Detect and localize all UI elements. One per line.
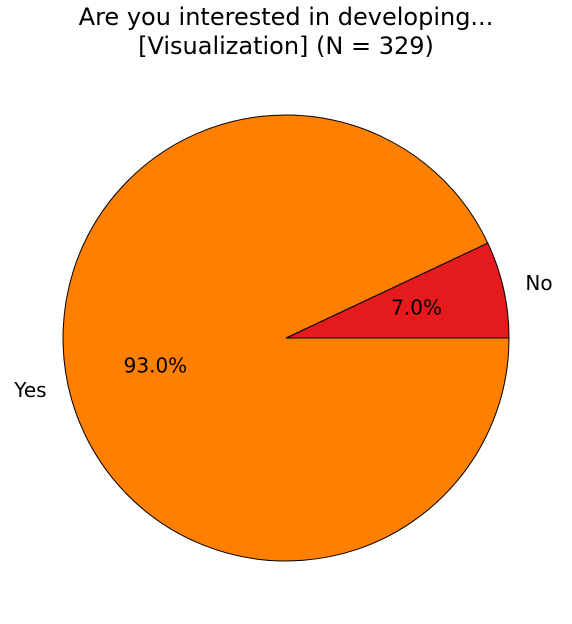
chart-title: [Visualization] (N = 329) — [138, 32, 434, 60]
chart-title: Are you interested in developing... — [79, 3, 494, 31]
value-label: 93.0% — [124, 354, 188, 378]
slice-label: Yes — [13, 378, 46, 402]
value-label: 7.0% — [391, 295, 442, 319]
slice-label: No — [525, 271, 552, 295]
pie-slice — [62, 114, 510, 562]
